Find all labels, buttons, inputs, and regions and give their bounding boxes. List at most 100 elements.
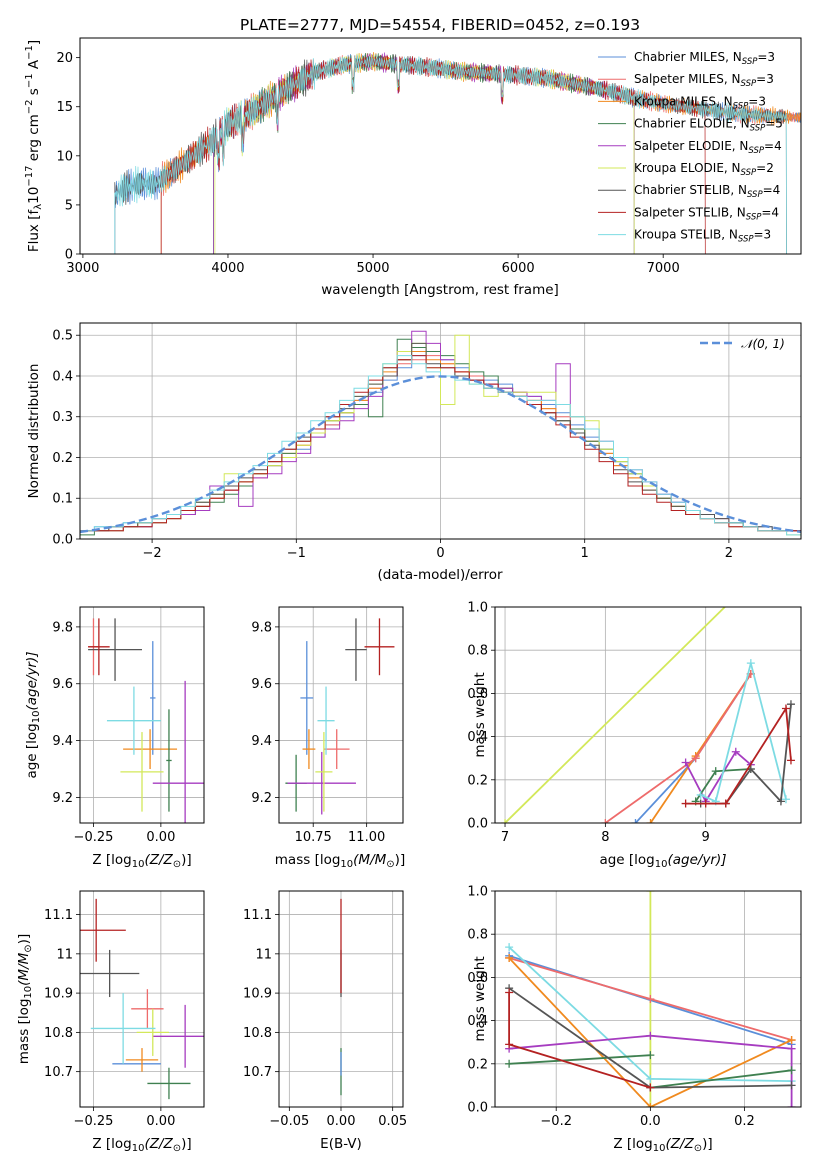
z-mass-frame	[79, 890, 205, 1108]
weight-age-plot-area: 7 8 9 0.0 0.2 0.4 0.6 0.8 1.0	[467, 592, 802, 845]
weight-age-marker	[781, 795, 790, 804]
z-age-panel: −0.25 0.00 9.2 9.4 9.6 9.8 Z [log10(Z/Z⊙)] ag…	[24, 606, 205, 870]
z-age-frame	[79, 606, 205, 824]
spectrum-legend: Chabrier MILES, NSSP=3 Salpeter MILES, NS…	[598, 50, 783, 245]
ebv-mass-ytick-label: 10.9	[243, 987, 272, 1002]
spectrum-legend-entry: Chabrier ELODIE, NSSP=5	[634, 117, 783, 134]
residuals-plot-area: −2 −1 0 1 2 0.0 0.1 0.2 0.3 0.4 0.5 𝒩(0, 1)	[52, 322, 802, 561]
residuals-legend-entry: 𝒩(0, 1)	[741, 337, 785, 351]
z-age-point	[106, 686, 161, 755]
weight-age-marker	[786, 756, 795, 765]
weight-z-y-label: mass weight	[472, 956, 488, 1041]
weight-z-ytick-label: 0.6	[467, 971, 488, 986]
residuals-xtick-label: 2	[725, 546, 733, 561]
mass-age-xtick-label: 11.00	[348, 830, 385, 845]
weight-age-marker	[696, 790, 705, 799]
z-mass-point	[147, 1067, 191, 1100]
spectrum-legend-entry: Chabrier MILES, NSSP=3	[634, 50, 775, 67]
z-mass-ytick-label: 10.9	[44, 987, 73, 1002]
z-age-marks	[88, 618, 204, 823]
weight-z-marker	[646, 1051, 655, 1060]
weight-z-marker	[505, 1040, 514, 1049]
spectrum-panel: PLATE=2777, MJD=54554, FIBERID=0452, z=0…	[24, 16, 802, 298]
mass-age-xtick-label: 10.75	[295, 830, 332, 845]
z-age-plot-area: −0.25 0.00 9.2 9.4 9.6 9.8	[52, 606, 205, 845]
z-mass-ytick-label: 11.1	[44, 908, 73, 923]
weight-age-ytick-label: 1.0	[467, 601, 488, 616]
weight-age-marker	[601, 819, 610, 823]
weight-age-ytick-label: 0.2	[467, 773, 488, 788]
mass-age-frame	[278, 606, 404, 824]
spectrum-series-line	[160, 55, 706, 254]
weight-age-ytick-label: 0.6	[467, 687, 488, 702]
mass-age-point	[323, 729, 350, 769]
weight-age-ytick-label: 0.4	[467, 730, 488, 745]
z-age-point	[120, 732, 164, 812]
weight-z-marker	[787, 1103, 796, 1107]
spectrum-xtick-label: 6000	[502, 261, 535, 276]
weight-age-marker	[701, 799, 710, 808]
z-age-point	[166, 709, 172, 812]
weight-age-marker	[721, 799, 730, 808]
z-mass-ytick-label: 10.8	[44, 1026, 73, 1041]
z-mass-point	[152, 1004, 204, 1068]
ebv-mass-panel: −0.05 0.00 0.05 10.7 10.8 10.9 11 11.1 E(B-V)	[243, 890, 407, 1152]
weight-z-marker	[505, 953, 514, 962]
weight-z-ytick-label: 1.0	[467, 885, 488, 900]
z-mass-point	[125, 1048, 159, 1072]
mass-age-marks	[285, 618, 395, 815]
z-age-ytick-label: 9.4	[52, 734, 73, 749]
ebv-mass-ytick-label: 11	[255, 947, 272, 962]
ebv-mass-plot-area: −0.05 0.00 0.05 10.7 10.8 10.9 11 11.1	[243, 890, 407, 1129]
z-mass-xtick-label: −0.25	[74, 1114, 114, 1129]
z-mass-panel: −0.25 0.00 10.7 10.8 10.9 11 11.1 Z [log10(Z/Z…	[16, 890, 205, 1154]
spectrum-title: PLATE=2777, MJD=54554, FIBERID=0452, z=0…	[240, 16, 640, 34]
residuals-ytick-label: 0.4	[52, 369, 73, 384]
z-mass-x-label: Z [log10(Z/Z⊙)]	[92, 1136, 191, 1154]
weight-age-ytick-label: 0.0	[467, 817, 488, 832]
spectrum-plot-area: 3000 4000 5000 6000 7000 0 5 10 15 20 Chabrier MIL…	[56, 37, 802, 276]
weight-age-marker	[646, 819, 655, 823]
ebv-mass-xtick-label: 0.05	[378, 1114, 407, 1129]
mass-age-point	[300, 641, 314, 755]
z-age-xtick-label: −0.25	[74, 830, 114, 845]
spectrum-legend-entry: Kroupa MILES, NSSP=3	[634, 94, 766, 111]
ebv-mass-x-label: E(B-V)	[320, 1136, 362, 1152]
z-mass-plot-area: −0.25 0.00 10.7 10.8 10.9 11 11.1	[44, 890, 205, 1129]
residuals-y-label: Normed distribution	[26, 364, 42, 499]
weight-z-marker	[505, 988, 514, 997]
weight-z-marker	[646, 1083, 655, 1092]
z-age-point	[88, 618, 142, 681]
spectrum-xtick-label: 7000	[647, 261, 680, 276]
residuals-histogram	[80, 355, 801, 539]
weight-age-marks	[501, 592, 795, 823]
ebv-mass-ytick-label: 10.7	[243, 1065, 272, 1080]
spectrum-xtick-label: 4000	[211, 261, 244, 276]
z-mass-xtick-label: 0.00	[146, 1114, 175, 1129]
weight-age-marker	[776, 797, 785, 806]
spectrum-legend-entry: Salpeter STELIB, NSSP=4	[634, 205, 779, 222]
mass-age-ytick-label: 9.8	[251, 620, 272, 635]
weight-z-panel: −0.2 0.0 0.2 0.0 0.2 0.4 0.6 0.8 1.0 Z [log10(Z/…	[467, 885, 802, 1154]
weight-z-frame	[494, 890, 802, 1108]
weight-z-marker	[787, 1081, 796, 1090]
z-age-x-label: Z [log10(Z/Z⊙)]	[92, 852, 191, 870]
z-mass-point	[90, 993, 156, 1064]
weight-z-marker	[646, 1103, 655, 1107]
mass-age-point	[302, 729, 316, 769]
residuals-ytick-label: 0.0	[52, 533, 73, 548]
weight-z-marker	[646, 891, 655, 895]
z-age-point	[123, 729, 178, 769]
weight-age-marker	[501, 819, 510, 823]
weight-age-series-line	[634, 673, 752, 823]
spectrum-ytick-label: 15	[56, 100, 73, 115]
mass-age-panel: 10.75 11.00 9.2 9.4 9.6 9.8 mass [log10(M/M⊙)…	[251, 606, 405, 870]
z-age-point	[152, 680, 204, 823]
residuals-legend: 𝒩(0, 1)	[700, 337, 785, 351]
mass-age-ytick-label: 9.4	[251, 734, 272, 749]
weight-age-marker	[732, 592, 740, 600]
residuals-marks	[80, 330, 801, 539]
weight-age-marker	[746, 659, 755, 668]
weight-age-series-line	[684, 750, 752, 804]
